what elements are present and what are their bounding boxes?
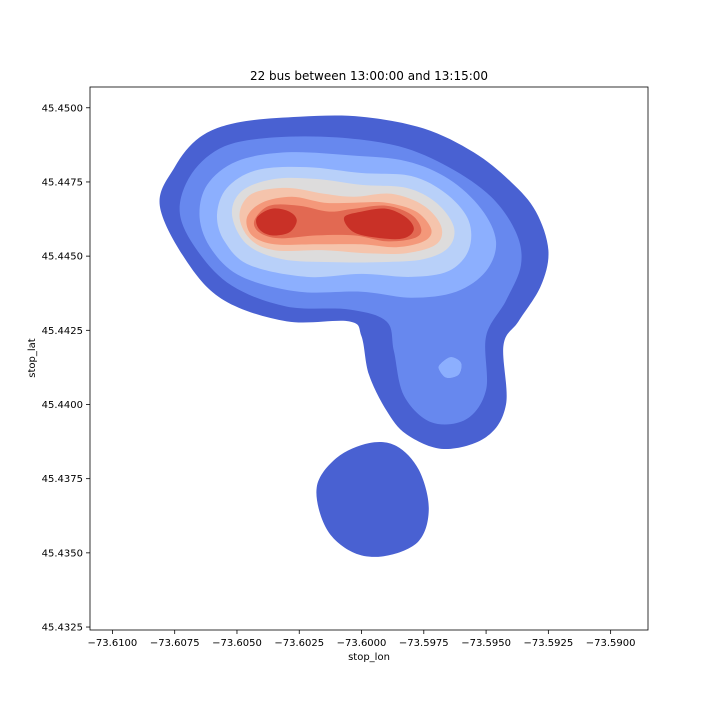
y-tick-label: 45.4450 <box>42 252 83 263</box>
y-axis-ticks: 45.4325 45.4350 45.4375 45.4400 45.4425 45.44… <box>42 103 90 634</box>
density-contour-level-9-region-11 <box>343 208 414 240</box>
y-tick-label: 45.4350 <box>42 548 83 559</box>
x-tick-label: −73.5975 <box>399 638 449 649</box>
y-tick-label: 45.4325 <box>42 623 83 634</box>
x-tick-label: −73.5925 <box>523 638 573 649</box>
x-tick-label: −73.6000 <box>337 638 387 649</box>
y-tick-label: 45.4375 <box>42 474 83 485</box>
x-tick-label: −73.6025 <box>274 638 324 649</box>
y-tick-label: 45.4425 <box>42 326 83 337</box>
y-tick-label: 45.4475 <box>42 177 83 188</box>
x-axis-ticks: −73.6100 −73.6075 −73.6050 −73.6025 −73.6000… <box>88 630 636 649</box>
density-contour-level-3-region-4 <box>438 357 462 379</box>
chart-title: 22 bus between 13:00:00 and 13:15:00 <box>250 69 488 83</box>
density-contour-level-1-region-1 <box>316 441 429 557</box>
x-tick-label: −73.6100 <box>88 638 138 649</box>
y-tick-label: 45.4400 <box>42 400 83 411</box>
contour-plot-area <box>159 115 549 557</box>
x-tick-label: −73.6075 <box>150 638 200 649</box>
y-axis-label: stop_lat <box>27 338 38 378</box>
axes-frame <box>89 86 649 631</box>
y-tick-label: 45.4500 <box>42 103 83 114</box>
x-tick-label: −73.5900 <box>586 638 636 649</box>
x-tick-label: −73.5950 <box>461 638 511 649</box>
x-axis-label: stop_lon <box>348 652 390 663</box>
density-contour-level-9-region-10 <box>256 208 297 236</box>
x-tick-label: −73.6050 <box>212 638 262 649</box>
